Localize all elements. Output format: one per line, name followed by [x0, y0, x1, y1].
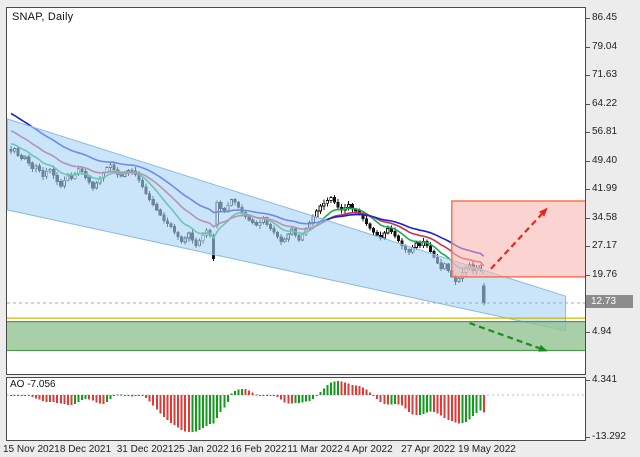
current-price-tag: 12.73	[586, 295, 633, 309]
time-axis[interactable]: 15 Nov 2021 8 Dec 2021 31 Dec 2021 25 Jan 2…	[0, 441, 640, 457]
price-tick-label: 34.58	[585, 211, 618, 223]
price-tick-label: 64.22	[585, 97, 618, 109]
price-axis[interactable]: 86.45 79.04 71.63 64.22 56.81 49.40 41.99 34.58…	[585, 0, 640, 457]
resistance-zone[interactable]	[451, 200, 585, 278]
ao-indicator-panel[interactable]	[6, 377, 586, 441]
main-chart-area[interactable]	[6, 7, 586, 375]
candlestick-chart-canvas[interactable]	[7, 8, 585, 374]
ao-histogram-canvas[interactable]	[7, 378, 585, 440]
date-tick-label: 27 Apr 2022	[401, 444, 456, 455]
price-tick-label: 27.17	[585, 240, 618, 252]
ao-bars	[10, 380, 485, 433]
date-tick-label: 25 Jan 2022	[173, 444, 229, 455]
support-zone[interactable]	[7, 321, 585, 352]
symbol-timeframe-label: SNAP, Daily	[12, 11, 74, 23]
date-tick-label: 31 Dec 2021	[116, 444, 174, 455]
bullish-scenario-arrow[interactable]	[490, 207, 548, 270]
price-tick-label: 79.04	[585, 40, 618, 52]
date-tick-label: 4 Apr 2022	[344, 444, 393, 455]
bearish-scenario-arrow[interactable]	[469, 322, 548, 352]
price-tick-label: 19.76	[585, 268, 618, 280]
date-tick-label: 16 Feb 2022	[230, 444, 287, 455]
date-tick-label: 8 Dec 2021	[59, 444, 112, 455]
price-tick-label: 71.63	[585, 69, 618, 81]
price-tick-label: 49.40	[585, 154, 618, 166]
price-tick-label: 86.45	[585, 12, 618, 23]
date-tick-label: 11 Mar 2022	[287, 444, 343, 455]
price-tick-label: 56.81	[585, 126, 618, 138]
price-tick-label: 4.94	[585, 325, 612, 337]
ao-tick-label: -13.292	[586, 430, 626, 442]
date-tick-label: 15 Nov 2021	[3, 444, 60, 455]
ao-indicator-label: AO -7.056	[10, 379, 56, 390]
date-tick-label: 19 May 2022	[458, 444, 516, 455]
price-tick-label: 41.99	[585, 183, 618, 195]
ao-tick-label: 4.341	[585, 373, 618, 385]
